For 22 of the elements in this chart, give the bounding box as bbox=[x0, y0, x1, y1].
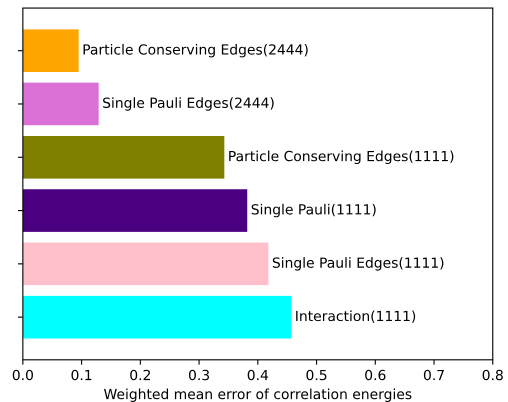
bar bbox=[22, 82, 99, 126]
x-tick-label: 0.8 bbox=[482, 370, 503, 380]
x-tick-label: 0.4 bbox=[248, 370, 268, 380]
x-tick-label: 0.0 bbox=[12, 370, 33, 380]
bar bbox=[22, 242, 268, 286]
x-tick-label: 0.7 bbox=[424, 370, 444, 380]
y-tick-label: Particle Conserving Edges(1111) bbox=[229, 150, 454, 164]
x-tick-label: 0.6 bbox=[365, 370, 386, 380]
y-tick-label: Interaction(1111) bbox=[296, 310, 416, 323]
bar bbox=[22, 189, 248, 232]
bar bbox=[22, 296, 292, 338]
bar bbox=[22, 136, 224, 179]
x-tick-label: 0.2 bbox=[130, 370, 150, 380]
y-tick-label: Single Pauli Edges(1111) bbox=[272, 257, 444, 271]
y-tick-label: Particle Conserving Edges(2444) bbox=[84, 44, 308, 58]
y-tick-label: Single Pauli(1111) bbox=[252, 204, 376, 218]
x-tick-label: 0.1 bbox=[71, 370, 92, 380]
x-axis-title: Weighted mean error of correlation energies bbox=[104, 388, 412, 402]
x-tick-label: 0.3 bbox=[188, 370, 210, 380]
bar bbox=[22, 29, 79, 72]
x-tick-label: 0.5 bbox=[306, 370, 326, 380]
y-tick-label: Single Pauli Edges(2444) bbox=[103, 97, 274, 111]
